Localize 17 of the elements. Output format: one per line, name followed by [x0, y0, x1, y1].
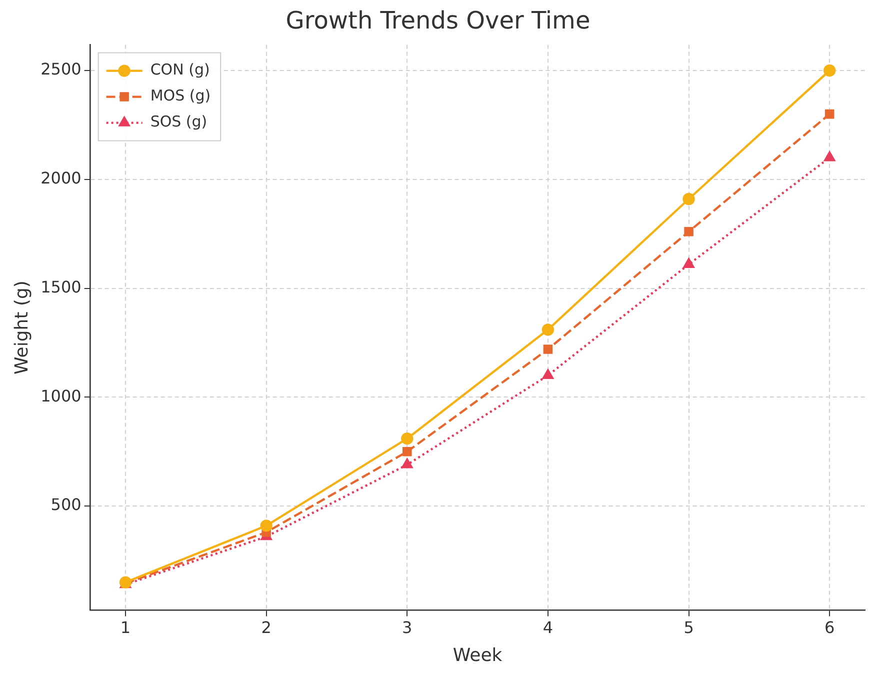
legend-label: SOS (g) [150, 112, 208, 131]
legend-label: CON (g) [150, 60, 210, 79]
chart-title: Growth Trends Over Time [286, 6, 590, 35]
x-axis-title: Week [452, 644, 503, 666]
x-tick-label: 6 [824, 618, 835, 637]
y-axis-title: Weight (g) [11, 280, 32, 374]
y-tick-label: 500 [50, 495, 82, 514]
y-tick-label: 2500 [40, 60, 82, 79]
x-tick-label: 2 [261, 618, 272, 637]
x-tick-label: 5 [684, 618, 694, 637]
y-tick-label: 1500 [40, 277, 82, 296]
y-tick-label: 1000 [40, 386, 82, 406]
legend-label: MOS (g) [150, 86, 211, 105]
y-tick-label: 2000 [40, 168, 82, 188]
x-tick-label: 3 [402, 618, 412, 637]
x-tick-label: 4 [542, 618, 554, 637]
x-tick-label: 1 [120, 618, 131, 637]
